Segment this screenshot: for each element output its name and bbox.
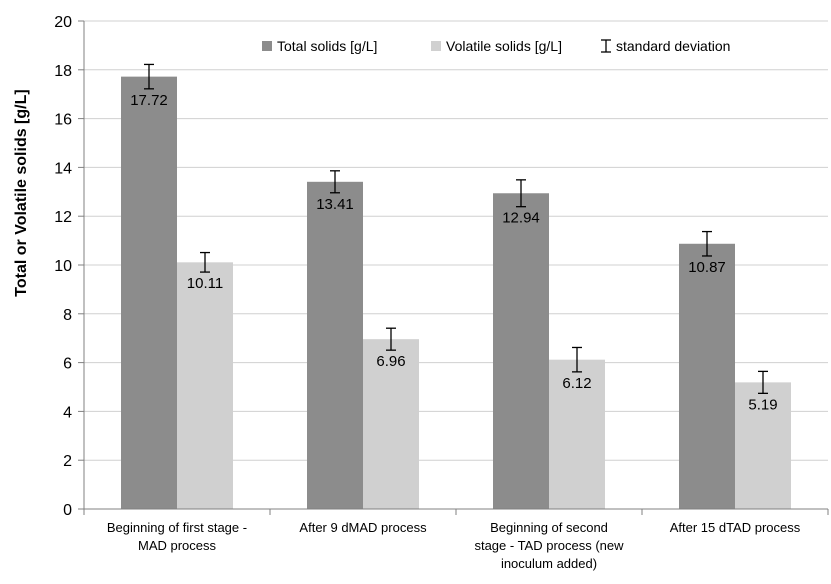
axes (83, 21, 829, 515)
bar-total-solids (121, 76, 177, 509)
bar-volatile-solids (177, 262, 233, 509)
legend-total-solids-label: Total solids [g/L] (277, 38, 377, 54)
data-label: 6.96 (376, 353, 405, 370)
data-label: 5.19 (748, 396, 777, 413)
y-tick-label: 6 (63, 356, 72, 373)
y-tick-label: 18 (54, 63, 72, 80)
legend-volatile-solids-label: Volatile solids [g/L] (446, 38, 562, 54)
y-tick-label: 14 (54, 160, 72, 177)
bar-total-solids (307, 181, 363, 509)
bar-volatile-solids (363, 339, 419, 509)
data-label: 13.41 (316, 196, 354, 213)
y-tick-label: 20 (54, 14, 72, 31)
y-tick-label: 2 (63, 453, 72, 470)
legend: Total solids [g/L] Volatile solids [g/L] s… (262, 38, 730, 54)
y-tick-label: 10 (54, 258, 72, 275)
error-bars (144, 63, 768, 394)
data-label: 10.11 (187, 275, 223, 292)
category-label: After 15 dTAD process (670, 520, 801, 535)
bars (121, 76, 791, 509)
category-label: stage - TAD process (new (474, 538, 624, 553)
category-label: After 9 dMAD process (299, 520, 427, 535)
category-labels: Beginning of first stage - MAD process Aft… (107, 520, 801, 571)
data-label: 10.87 (688, 259, 726, 276)
bar-volatile-solids (735, 382, 791, 509)
y-tick-label: 0 (63, 502, 72, 519)
bar-volatile-solids (549, 359, 605, 509)
legend-volatile-solids-swatch (431, 41, 441, 51)
category-label: Beginning of second (490, 520, 608, 535)
data-label: 17.72 (130, 92, 168, 109)
category-label: Beginning of first stage - (107, 520, 247, 535)
category-label: inoculum added) (501, 556, 597, 571)
category-label: MAD process (138, 538, 217, 553)
y-tick-label: 16 (54, 112, 72, 129)
y-axis-label: Total or Volatile solids [g/L] (13, 89, 30, 296)
bar-total-solids (679, 243, 735, 509)
data-labels: 17.72 13.41 12.94 10.87 10.11 6.96 6.12 5.19 (130, 92, 777, 414)
legend-total-solids-swatch (262, 41, 272, 51)
bar-total-solids (493, 193, 549, 509)
data-label: 6.12 (562, 375, 591, 392)
y-axis-ticks: 0 2 4 6 8 10 12 14 16 18 20 (54, 14, 84, 519)
legend-standard-deviation-label: standard deviation (616, 38, 730, 54)
y-tick-label: 4 (63, 404, 72, 421)
data-label: 12.94 (502, 210, 540, 227)
y-tick-label: 12 (54, 209, 72, 226)
y-tick-label: 8 (63, 307, 72, 324)
